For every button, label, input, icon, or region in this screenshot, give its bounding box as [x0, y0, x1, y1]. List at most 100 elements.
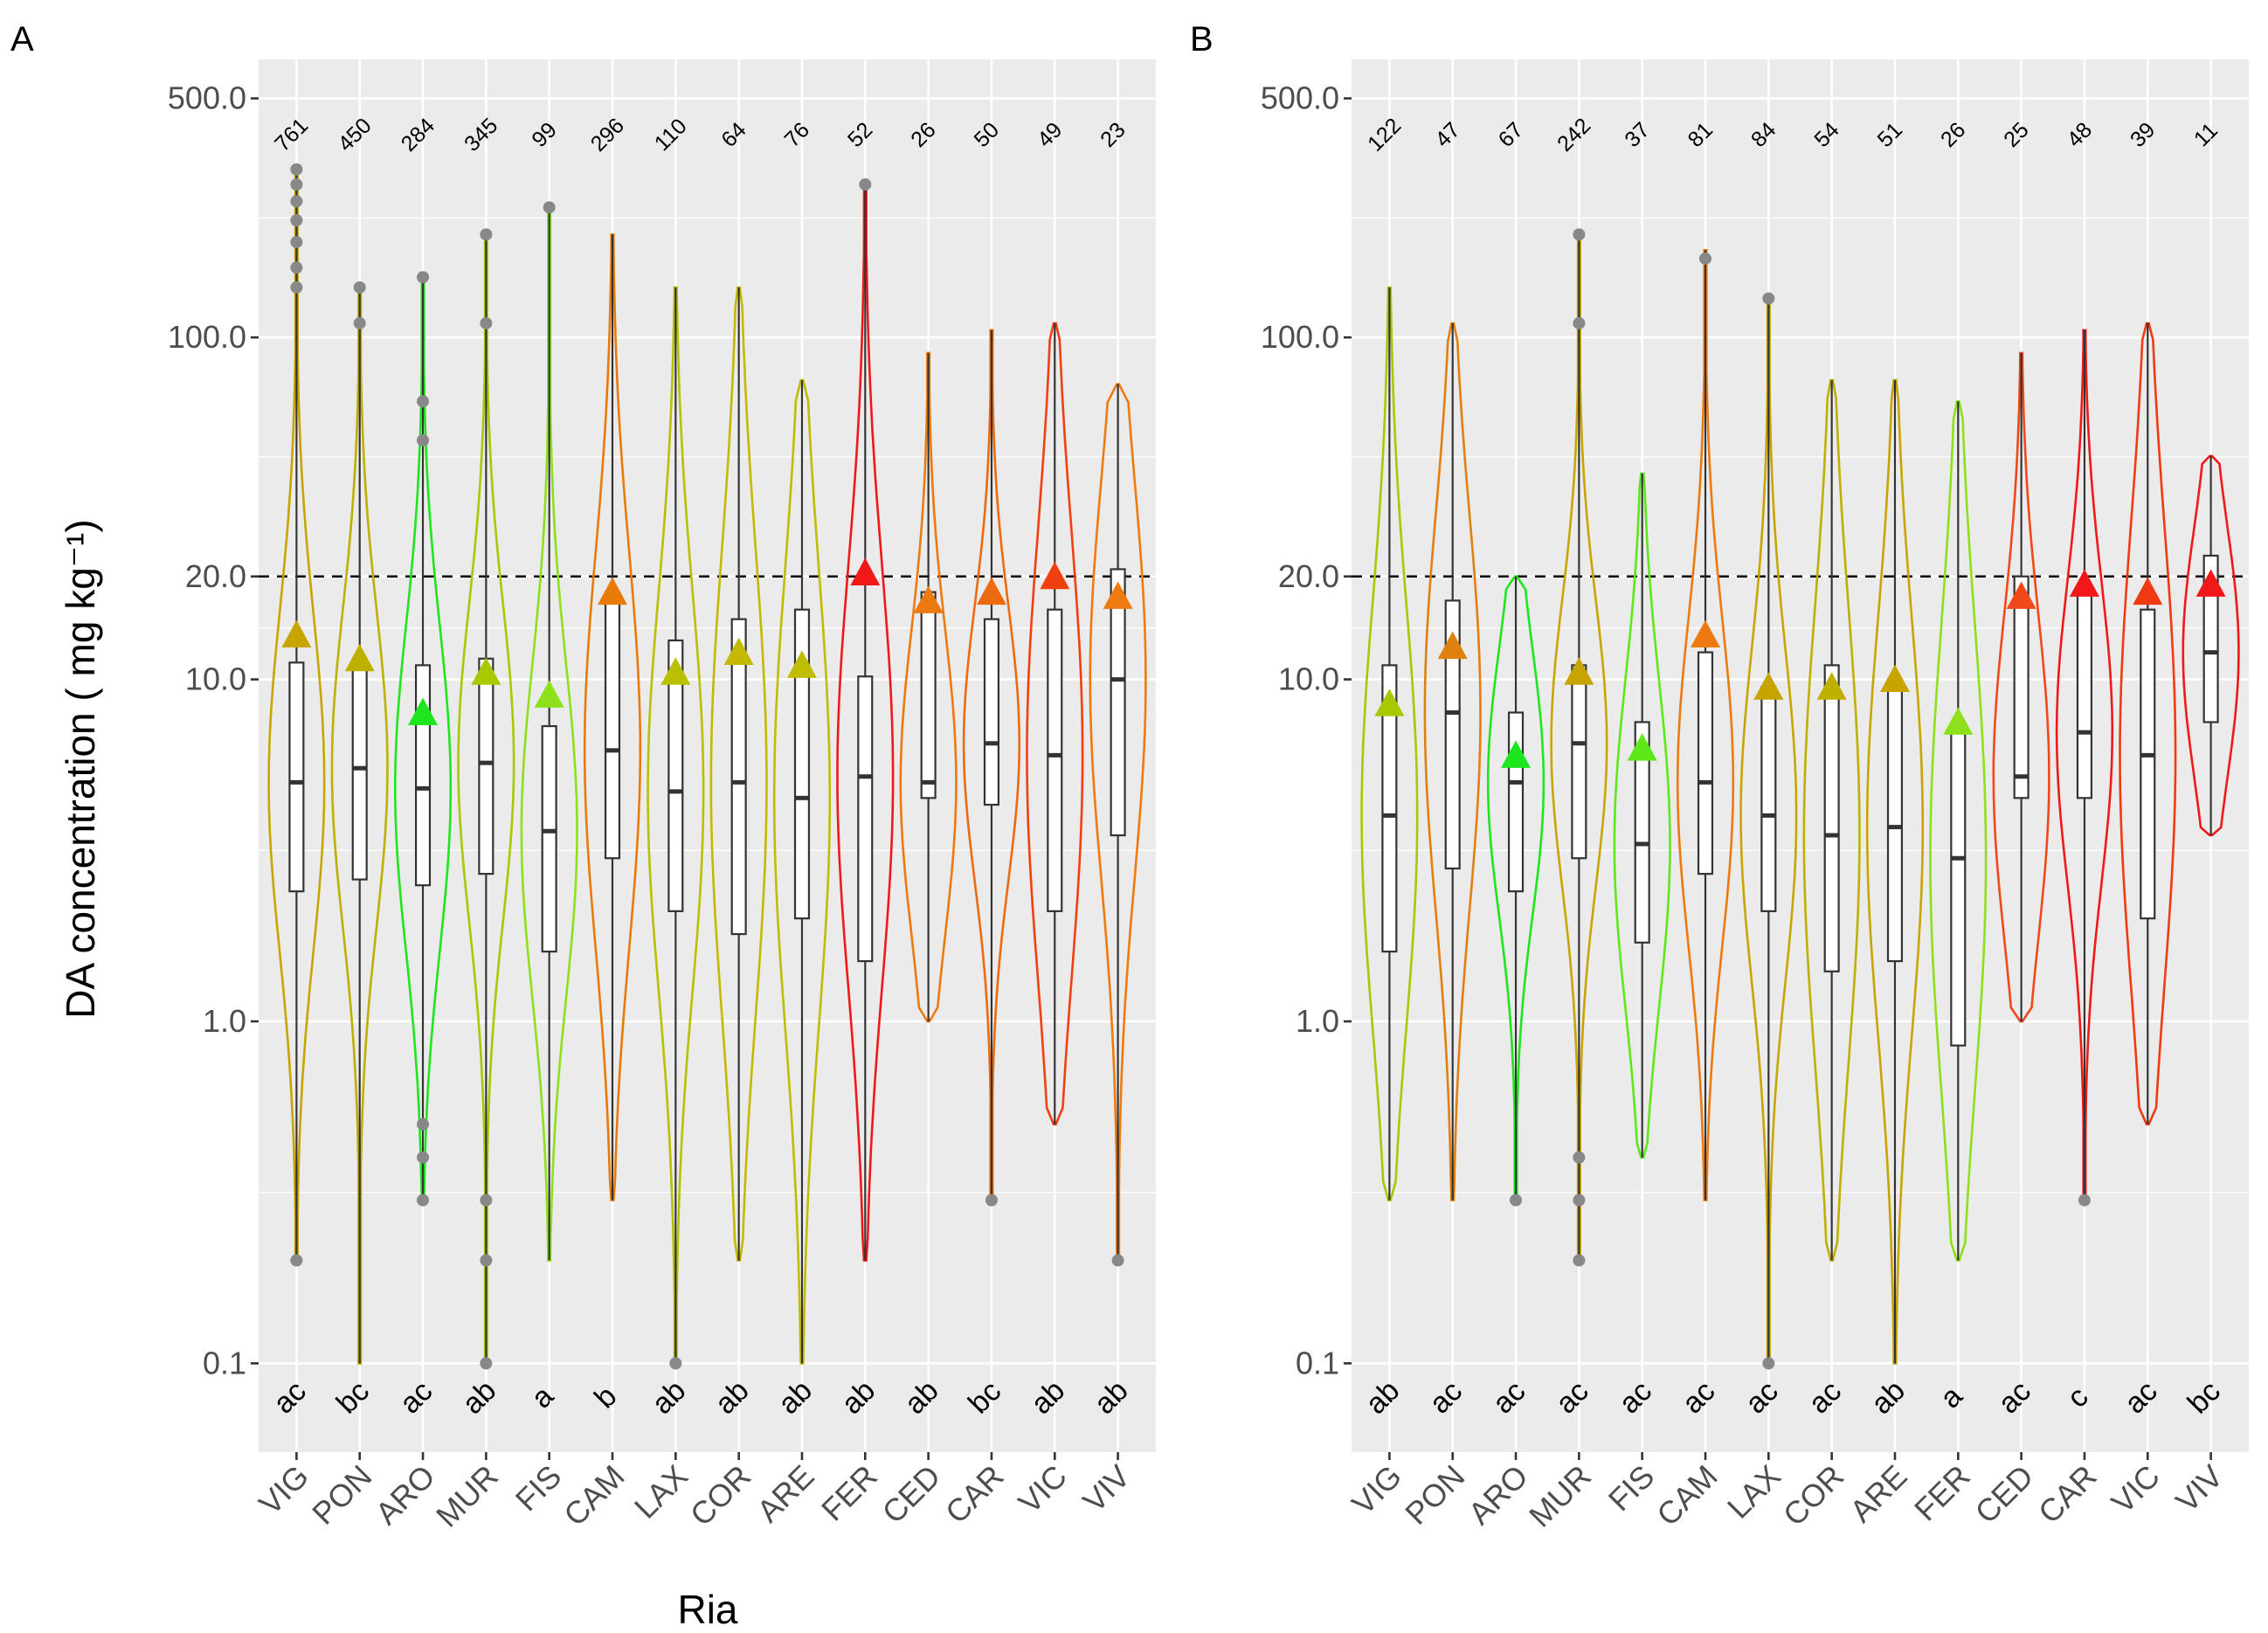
x-tick-label-cor: COR: [683, 1458, 758, 1533]
outlier-point: [290, 178, 303, 191]
outlier-point: [353, 316, 366, 329]
x-tick-label-cam: CAM: [1649, 1458, 1725, 1533]
violin-vig: [1360, 286, 1419, 1201]
outlier-point: [480, 316, 493, 329]
violin-are: [1865, 378, 1925, 1365]
mean-marker: [1564, 657, 1594, 685]
y-tick-label: 1.0: [1296, 1003, 1339, 1039]
iqr-box: [730, 618, 747, 936]
violin-fer: [1929, 400, 1988, 1262]
iqr-box: [1110, 568, 1126, 837]
iqr-box: [2202, 554, 2219, 723]
iqr-box: [920, 591, 937, 799]
mean-marker: [850, 557, 881, 586]
panel-tag-a: A: [10, 20, 34, 59]
outlier-point: [290, 236, 303, 249]
outlier-point: [859, 178, 872, 191]
outlier-point: [417, 1151, 430, 1164]
outlier-point: [1762, 1357, 1775, 1370]
y-tick-label: 0.1: [203, 1345, 246, 1380]
mean-marker: [1627, 733, 1657, 761]
x-tick-label-cor: COR: [1776, 1458, 1851, 1533]
iqr-box: [604, 591, 621, 860]
y-tick-label: 100.0: [168, 319, 246, 355]
outlier-point: [2078, 1194, 2091, 1207]
y-tick-label: 10.0: [185, 661, 246, 697]
outlier-point: [1573, 1254, 1586, 1267]
iqr-box: [1823, 664, 1840, 972]
iqr-box: [2140, 608, 2156, 920]
mean-marker: [1753, 672, 1784, 700]
iqr-box: [667, 639, 684, 912]
x-tick-label-vig: VIG: [252, 1458, 315, 1522]
violin-car: [2055, 329, 2114, 1201]
violin-ced: [1992, 351, 2050, 1023]
outlier-point: [290, 280, 303, 294]
mean-marker: [660, 657, 691, 685]
x-tick-label-lax: LAX: [1720, 1458, 1787, 1526]
outlier-point: [290, 195, 303, 208]
y-tick-label: 500.0: [1261, 80, 1339, 116]
mean-marker: [913, 585, 944, 613]
y-tick-label: 0.1: [1296, 1345, 1339, 1380]
x-tick-label-viv: VIV: [2168, 1458, 2230, 1519]
x-tick-label-vic: VIC: [2105, 1458, 2167, 1520]
violin-viv: [2182, 454, 2240, 837]
x-tick-label-are: ARE: [1843, 1458, 1913, 1529]
mean-marker: [1040, 561, 1070, 590]
iqr-box: [1444, 599, 1461, 870]
y-tick-label: 20.0: [1278, 558, 1339, 594]
violin-cor: [709, 286, 768, 1262]
outlier-point: [1111, 1254, 1124, 1267]
outlier-point: [1573, 1194, 1586, 1207]
x-tick-label-aro: ARO: [369, 1458, 442, 1532]
mean-marker: [723, 637, 754, 666]
mean-marker: [976, 577, 1006, 605]
iqr-box: [1886, 678, 1904, 963]
mean-marker: [408, 697, 439, 725]
y-tick-label: 20.0: [185, 558, 246, 594]
iqr-box: [541, 724, 557, 953]
outlier-point: [985, 1194, 998, 1207]
x-tick-label-viv: VIV: [1075, 1458, 1137, 1519]
mean-marker: [1501, 740, 1532, 768]
iqr-box: [1760, 686, 1777, 912]
x-tick-label-ced: CED: [875, 1458, 948, 1531]
y-tick-label: 100.0: [1261, 319, 1339, 355]
panel-b: 0.11.010.020.0100.0500.0122abVIG47acPON6…: [1190, 20, 2249, 1534]
x-tick-label-mur: MUR: [429, 1458, 505, 1534]
outlier-point: [1573, 228, 1586, 241]
outlier-point: [1510, 1194, 1523, 1207]
outlier-point: [480, 1194, 493, 1207]
violin-cam: [583, 233, 642, 1201]
mean-marker: [2133, 577, 2163, 605]
violin-cam: [1676, 249, 1735, 1201]
outlier-point: [417, 1194, 430, 1207]
x-tick-label-ced: CED: [1968, 1458, 2041, 1531]
x-tick-label-lax: LAX: [627, 1458, 695, 1526]
outlier-point: [353, 280, 366, 294]
outlier-point: [290, 163, 303, 176]
y-tick-label: 500.0: [168, 80, 246, 116]
outlier-point: [290, 261, 303, 274]
mean-marker: [1691, 619, 1721, 648]
panel-background: [259, 59, 1156, 1452]
mean-marker: [2069, 569, 2099, 597]
violin-car: [962, 329, 1021, 1201]
x-tick-label-vig: VIG: [1345, 1458, 1408, 1522]
mean-marker: [344, 643, 375, 672]
iqr-box: [793, 608, 811, 920]
iqr-box: [1381, 664, 1398, 953]
iqr-box: [1950, 731, 1967, 1047]
mean-marker: [1943, 707, 1974, 735]
outlier-point: [1573, 1151, 1586, 1164]
iqr-box: [1571, 664, 1587, 860]
outlier-point: [417, 271, 430, 284]
outlier-point: [1573, 316, 1586, 329]
panel-background: [1352, 59, 2249, 1452]
violin-are: [772, 378, 832, 1365]
mean-marker: [1374, 688, 1405, 716]
iqr-box: [1634, 721, 1650, 944]
x-tick-label-are: ARE: [750, 1458, 820, 1529]
mean-marker: [598, 577, 628, 605]
